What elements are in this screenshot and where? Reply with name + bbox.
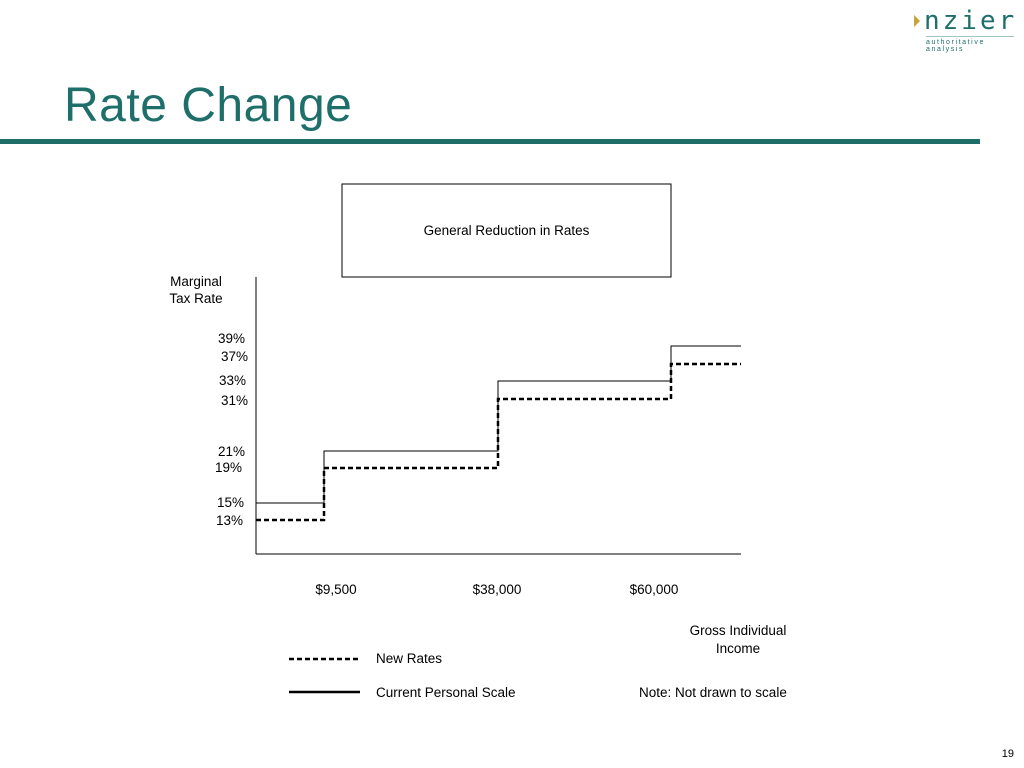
chart-note: Note: Not drawn to scale xyxy=(639,685,787,700)
y-axis-label-line-2: Tax Rate xyxy=(169,291,222,306)
logo-divider xyxy=(926,36,1014,37)
y-tick-label-37: 37% xyxy=(221,349,248,364)
y-tick-label-39: 39% xyxy=(218,331,245,346)
logo-arrow-icon xyxy=(914,15,920,27)
logo-wordmark: nzier xyxy=(924,6,1018,36)
page-number: 19 xyxy=(1001,748,1014,760)
x-tick-label-9500: $9,500 xyxy=(315,582,356,597)
y-tick-label-13: 13% xyxy=(216,513,243,528)
y-tick-label-15: 15% xyxy=(217,495,244,510)
x-axis-label-line-1: Gross Individual xyxy=(690,623,787,638)
y-axis-label-line-1: Marginal xyxy=(170,274,222,289)
series-line-new-rates xyxy=(256,362,741,522)
y-tick-label-33: 33% xyxy=(219,373,246,388)
y-tick-label-21: 21% xyxy=(218,444,245,459)
legend-label-current-scale: Current Personal Scale xyxy=(376,685,516,700)
annotation-box-text: General Reduction in Rates xyxy=(424,223,590,238)
y-tick-label-31: 31% xyxy=(221,393,248,408)
annotation-box xyxy=(341,183,672,278)
x-tick-label-60000: $60,000 xyxy=(630,582,679,597)
legend-label-new-rates: New Rates xyxy=(376,651,442,666)
logo-tagline: authoritative analysis xyxy=(926,39,985,53)
slide-title: Rate Change xyxy=(64,79,353,132)
y-tick-label-19: 19% xyxy=(215,460,242,475)
nzier-logo: nzier authoritative analysis xyxy=(912,6,1018,53)
title-rule xyxy=(0,139,980,144)
x-axis-label-line-2: Income xyxy=(716,641,760,656)
x-tick-label-38000: $38,000 xyxy=(473,582,522,597)
